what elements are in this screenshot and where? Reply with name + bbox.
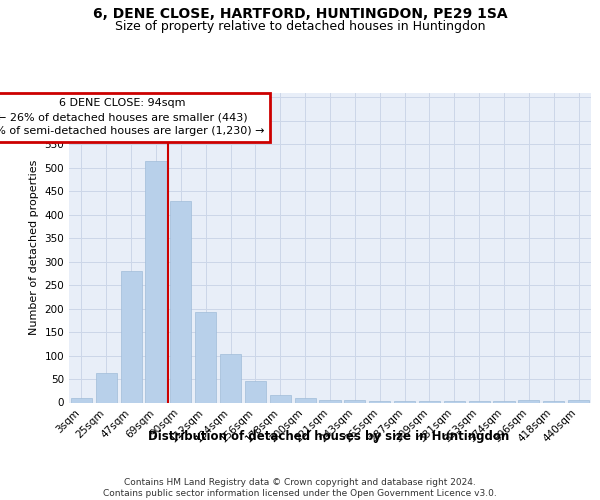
Y-axis label: Number of detached properties: Number of detached properties (29, 160, 39, 335)
Bar (71, 398, 92, 402)
Bar (319, 400, 341, 402)
Text: 6, DENE CLOSE, HARTFORD, HUNTINGDON, PE29 1SA: 6, DENE CLOSE, HARTFORD, HUNTINGDON, PE2… (92, 8, 508, 22)
Bar (270, 395, 291, 402)
Bar (170, 200, 191, 402)
Bar (419, 401, 440, 402)
Bar (543, 401, 564, 402)
Bar (344, 400, 365, 402)
Bar (96, 373, 117, 402)
Bar (394, 401, 415, 402)
Bar (145, 160, 167, 402)
Text: Contains HM Land Registry data © Crown copyright and database right 2024.
Contai: Contains HM Land Registry data © Crown c… (103, 478, 497, 498)
Bar (121, 271, 142, 402)
Text: 6 DENE CLOSE: 94sqm
← 26% of detached houses are smaller (443)
74% of semi-detac: 6 DENE CLOSE: 94sqm ← 26% of detached ho… (0, 98, 264, 136)
Bar (245, 381, 266, 402)
Bar (220, 354, 241, 403)
Bar (469, 401, 490, 402)
Bar (444, 401, 465, 402)
Text: Distribution of detached houses by size in Huntingdon: Distribution of detached houses by size … (148, 430, 509, 443)
Bar (493, 401, 515, 402)
Bar (195, 312, 216, 402)
Bar (518, 400, 539, 402)
Bar (295, 398, 316, 402)
Text: Size of property relative to detached houses in Huntingdon: Size of property relative to detached ho… (115, 20, 485, 33)
Bar (369, 400, 390, 402)
Bar (568, 400, 589, 402)
